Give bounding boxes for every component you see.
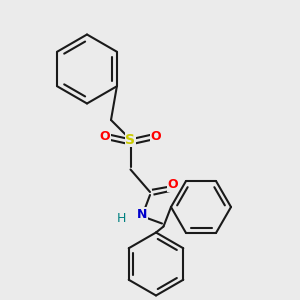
- Text: O: O: [100, 130, 110, 143]
- Text: O: O: [151, 130, 161, 143]
- Text: N: N: [137, 208, 148, 221]
- Text: S: S: [125, 133, 136, 146]
- Text: H: H: [117, 212, 126, 226]
- Text: O: O: [167, 178, 178, 191]
